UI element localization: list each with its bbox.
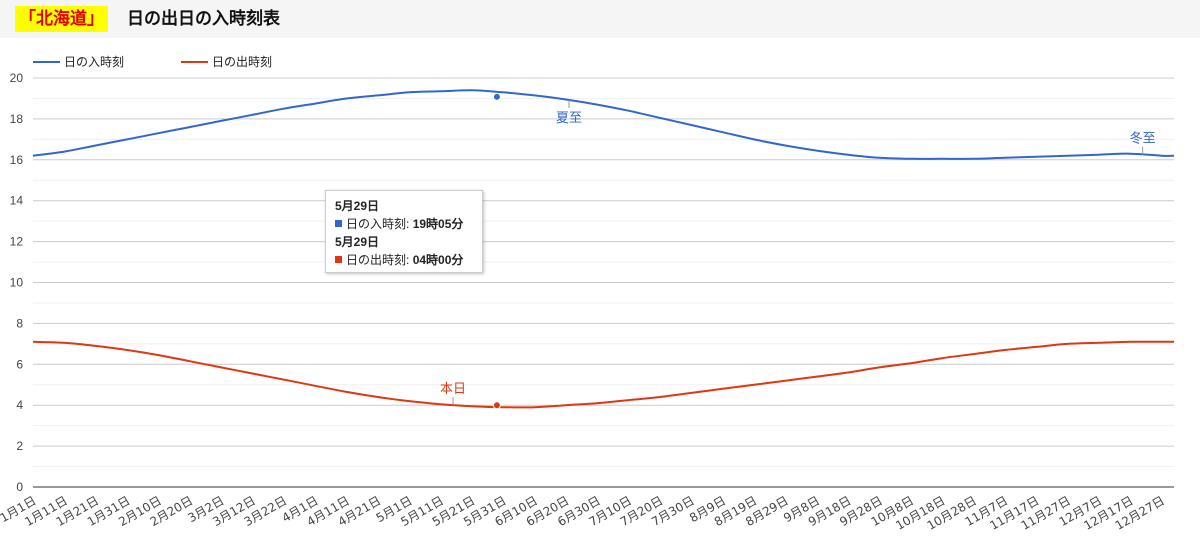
tooltip-row-sunrise: 日の出時刻: 04時00分 [335,251,482,270]
tooltip-value-sunrise: 04時00分 [412,253,464,267]
y-tick-label: 12 [10,235,24,249]
y-tick-label: 2 [16,439,23,453]
legend-item-sunrise: 日の出時刻 [181,55,272,69]
region-badge: 「北海道」 [15,6,108,32]
annotation-label: 冬至 [1130,130,1156,146]
y-tick-label: 0 [16,480,23,494]
legend-label: 日の出時刻 [212,55,272,69]
y-tick-label: 6 [16,357,23,371]
annotation-label: 本日 [440,382,466,397]
page-title: 日の出日の入時刻表 [127,9,280,29]
chart-tooltip: 5月29日 日の入時刻: 19時05分 5月29日 日の出時刻: 04時00分 [325,190,483,273]
tooltip-label-sunrise: 日の出時刻: [346,253,410,267]
annotation-label: 夏至 [556,111,582,126]
y-tick-label: 18 [10,112,24,126]
header-bar: 「北海道」 日の出日の入時刻表 [0,0,1200,38]
tooltip-value-sunset: 19時05分 [412,217,464,231]
sunrise-line [32,340,1174,409]
sun-times-chart: 024681012141618201月1日1月11日1月21日1月31日2月10… [0,55,1175,533]
sunrise-highlight-point [492,401,501,410]
legend-item-sunset: 日の入時刻 [33,55,124,69]
sunset-highlight-point [492,92,501,101]
tooltip-row-sunset: 日の入時刻: 19時05分 [335,215,482,234]
y-tick-label: 4 [16,398,23,412]
sunset-line [32,89,1175,160]
y-tick-label: 8 [16,316,23,330]
y-tick-label: 20 [10,71,24,85]
y-tick-label: 14 [10,194,24,208]
sunset-color-marker [335,220,342,227]
y-tick-label: 10 [10,276,24,290]
sunrise-color-marker [335,256,342,263]
tooltip-date-sunrise: 5月29日 [335,235,380,249]
tooltip-date-sunset: 5月29日 [335,199,380,213]
tooltip-label-sunset: 日の入時刻: [346,217,410,231]
y-tick-label: 16 [10,153,24,167]
legend-label: 日の入時刻 [64,55,124,69]
